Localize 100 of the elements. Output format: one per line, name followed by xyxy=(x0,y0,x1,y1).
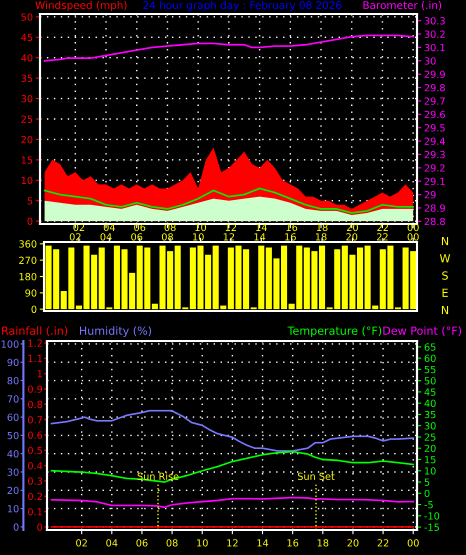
y3-tick-label: 65 xyxy=(424,343,436,351)
y2-tick-label: 29.9 xyxy=(424,70,445,78)
line-series xyxy=(44,188,414,214)
y-tick-label: 10 xyxy=(22,176,32,184)
y3-tick-label: 15 xyxy=(425,456,436,464)
x-tick-label: 06 xyxy=(136,539,148,547)
x-tick-label: 14 xyxy=(257,539,268,546)
y2-tick-label: 29 xyxy=(424,191,436,198)
x-tick-label: 02 xyxy=(70,233,81,241)
y3-tick-label: 55 xyxy=(424,366,436,374)
x-tick-label: 22 xyxy=(376,233,388,240)
y3-tick-label: 50 xyxy=(424,377,436,384)
x-tick-label: 10 xyxy=(195,224,206,232)
y2-tick-label: 0.4 xyxy=(28,462,42,470)
y2-tick-label: 0.5 xyxy=(28,446,42,454)
y2-tick-label: 28.9 xyxy=(424,204,445,212)
y-tick-label: 30 xyxy=(21,95,32,102)
y-tick-label: 45 xyxy=(21,34,32,42)
line-series xyxy=(50,496,414,508)
y-tick-label: 90 xyxy=(7,358,19,366)
y2-tick-label: 0.7 xyxy=(28,416,42,424)
y-tick-label: 5 xyxy=(28,197,32,205)
x-tick-label: 16 xyxy=(288,539,298,547)
text: W xyxy=(440,254,450,262)
y2-tick-label: 0.9 xyxy=(28,385,42,393)
line-series xyxy=(50,410,414,452)
y3-tick-label: 10 xyxy=(425,467,436,475)
y2-tick-label: 1.1 xyxy=(28,354,42,362)
y-tick-label: 0 xyxy=(28,218,32,225)
y3-tick-label: 40 xyxy=(424,400,436,408)
x-tick-label: 12 xyxy=(224,233,234,240)
y-tick-label: 30 xyxy=(8,468,19,476)
x-tick-label: 04 xyxy=(104,224,115,232)
y2-tick-label: 29.6 xyxy=(424,110,445,118)
y-tick-label: 60 xyxy=(8,414,19,421)
y-tick-label: 10 xyxy=(8,505,19,512)
y3-tick-label: -10 xyxy=(424,512,440,520)
line-series xyxy=(44,34,414,62)
y2-tick-label: 29.3 xyxy=(424,150,445,158)
text: N xyxy=(442,236,448,246)
y-tick-label: 270 xyxy=(19,256,36,264)
ref-line-label: Sun Rise xyxy=(138,472,179,480)
x-tick-label: 12 xyxy=(227,539,238,546)
ref-line-label: Sun Set xyxy=(298,472,335,480)
x-tick-label: 04 xyxy=(106,539,118,547)
y2-tick-label: 29.4 xyxy=(424,138,446,145)
x-tick-label: 08 xyxy=(164,224,176,232)
text: E xyxy=(442,288,448,297)
y2-tick-label: 0.3 xyxy=(28,477,42,485)
y-tick-label: 40 xyxy=(21,54,32,62)
y-tick-label: 80 xyxy=(8,377,19,384)
y2-tick-label: 29.7 xyxy=(424,97,445,105)
x-tick-label: 20 xyxy=(346,233,358,241)
chart-title: 24 hour graph day : February 08 2026 xyxy=(143,1,342,12)
y-tick-label: 100 xyxy=(2,340,19,348)
x-tick-label: 12 xyxy=(226,224,236,231)
y-tick-label: 15 xyxy=(22,156,32,164)
y-tick-label: 0 xyxy=(32,306,36,314)
x-tick-label: 00 xyxy=(408,233,419,241)
x-tick-label: 22 xyxy=(377,224,388,231)
y-tick-label: 360 xyxy=(19,240,36,248)
text: Temperature (°F) xyxy=(288,326,382,337)
y2-tick-label: 0 xyxy=(37,523,42,531)
y-tick-label: 90 xyxy=(25,289,36,297)
y2-tick-label: 1 xyxy=(38,370,42,378)
y3-tick-label: 0 xyxy=(424,490,430,498)
y2-tick-label: 29.8 xyxy=(424,84,445,92)
x-tick-label: 06 xyxy=(131,233,142,241)
text: N xyxy=(442,306,448,314)
y3-tick-label: -15 xyxy=(424,524,439,531)
y-tick-label: 180 xyxy=(20,272,36,280)
y3-tick-label: 35 xyxy=(424,410,436,418)
x-tick-label: 08 xyxy=(166,539,178,547)
line-series xyxy=(50,450,414,483)
y2-tick-label: 0.2 xyxy=(28,492,42,500)
x-tick-label: 02 xyxy=(76,539,87,547)
y2-axis-title: Barometer (.in) xyxy=(363,1,442,10)
y-tick-label: 20 xyxy=(21,136,32,144)
x-tick-label: 20 xyxy=(346,224,358,232)
y3-tick-label: -5 xyxy=(424,501,433,508)
x-tick-label: 00 xyxy=(408,224,419,232)
y-tick-label: 35 xyxy=(21,74,32,82)
x-tick-label: 18 xyxy=(318,539,328,547)
text: S xyxy=(442,271,448,280)
x-tick-label: 14 xyxy=(256,224,267,231)
y-tick-label: 0 xyxy=(14,523,19,531)
y-tick-label: 25 xyxy=(21,115,32,123)
y2-tick-label: 29.1 xyxy=(424,178,445,186)
y2-tick-label: 0.8 xyxy=(28,400,42,408)
y2-tick-label: 0.1 xyxy=(28,508,42,516)
x-tick-label: 06 xyxy=(134,224,146,232)
x-tick-label: 04 xyxy=(100,233,112,241)
y3-tick-label: 5 xyxy=(424,478,430,486)
y-tick-label: 40 xyxy=(7,450,19,458)
y-tick-label: 50 xyxy=(21,13,32,21)
y-tick-label: 70 xyxy=(8,395,19,403)
x-tick-label: 10 xyxy=(197,539,208,547)
y2-tick-label: 28.8 xyxy=(424,218,445,226)
x-tick-label: 18 xyxy=(316,224,328,232)
x-tick-label: 08 xyxy=(162,233,173,241)
